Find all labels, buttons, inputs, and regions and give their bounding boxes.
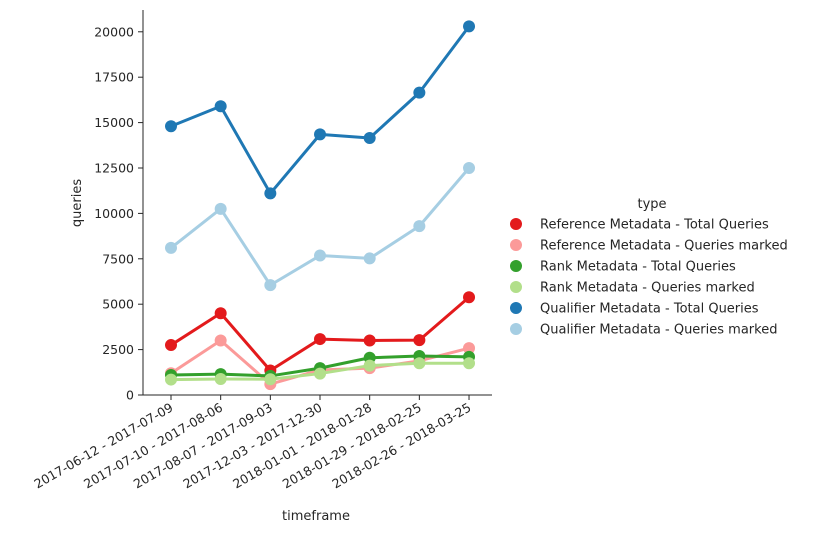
series-layer: [165, 20, 476, 391]
data-point: [165, 120, 177, 133]
data-point: [214, 202, 227, 215]
data-point: [214, 100, 227, 113]
data-point: [165, 373, 177, 386]
y-tick-label: 12500: [94, 160, 134, 175]
data-point: [363, 252, 376, 265]
y-tick-label: 2500: [102, 342, 134, 357]
y-tick-label: 20000: [94, 24, 134, 39]
y-tick-label: 15000: [94, 115, 134, 130]
legend-marker: [510, 281, 522, 293]
data-point: [165, 241, 177, 254]
y-tick-label: 5000: [102, 297, 134, 312]
data-point: [214, 373, 227, 386]
data-point: [413, 220, 426, 233]
data-point: [363, 132, 376, 145]
y-axis-title: queries: [70, 179, 85, 227]
data-point: [363, 359, 376, 372]
legend-label: Qualifier Metadata - Total Queries: [540, 302, 759, 317]
legend-marker: [510, 260, 522, 272]
y-tick-label: 0: [126, 388, 134, 403]
data-point: [463, 20, 476, 33]
data-point: [264, 373, 277, 386]
y-tick-label: 17500: [94, 70, 134, 85]
legend-marker: [510, 302, 522, 314]
y-tick-label: 10000: [94, 206, 134, 221]
legend-marker: [510, 218, 522, 230]
data-point: [314, 249, 327, 262]
data-point: [214, 307, 227, 320]
series-group: [165, 20, 476, 200]
data-point: [413, 86, 426, 99]
y-tick-label: 7500: [102, 251, 134, 266]
data-point: [463, 357, 476, 370]
axes: [142, 10, 492, 396]
data-point: [413, 334, 426, 347]
data-point: [314, 128, 327, 141]
data-point: [314, 333, 327, 346]
data-point: [463, 291, 476, 304]
legend: type Reference Metadata - Total Queries R…: [510, 197, 788, 338]
data-point: [463, 342, 476, 355]
y-axis-ticks: 0 2500 5000 7500 10000 12500 15000 17500 20000: [94, 24, 143, 403]
legend-label: Rank Metadata - Queries marked: [540, 281, 755, 296]
data-point: [363, 334, 376, 347]
data-point: [165, 339, 177, 352]
series-group: [165, 357, 476, 386]
legend-marker: [510, 323, 522, 335]
data-point: [264, 279, 277, 292]
legend-label: Qualifier Metadata - Queries marked: [540, 323, 777, 338]
data-point: [413, 357, 426, 370]
legend-marker: [510, 239, 522, 251]
x-axis-title: timeframe: [282, 509, 350, 524]
data-point: [314, 367, 327, 380]
data-point: [264, 187, 277, 200]
data-point: [463, 161, 476, 174]
series-group: [165, 161, 476, 292]
data-point: [214, 334, 227, 347]
legend-label: Reference Metadata - Queries marked: [540, 239, 788, 254]
legend-title: type: [637, 197, 666, 212]
legend-label: Reference Metadata - Total Queries: [540, 218, 769, 233]
legend-label: Rank Metadata - Total Queries: [540, 260, 736, 275]
series-line: [170, 25, 471, 195]
